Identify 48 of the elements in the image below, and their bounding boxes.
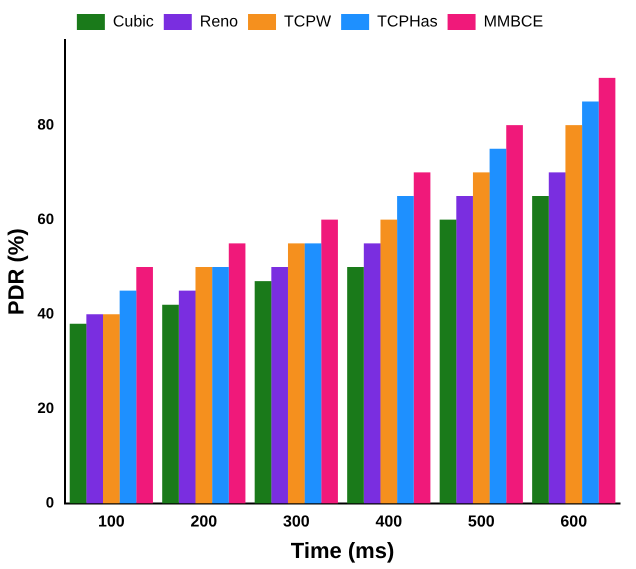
bar — [506, 125, 523, 504]
bar — [565, 125, 582, 504]
bar — [380, 220, 398, 504]
bar — [347, 266, 364, 504]
y-tick-label: 40 — [37, 305, 54, 322]
bar — [532, 196, 549, 504]
bar — [103, 314, 120, 504]
y-tick-label: 60 — [37, 210, 54, 228]
bar — [548, 172, 566, 504]
y-tick-label: 0 — [46, 494, 54, 512]
bar — [136, 266, 153, 504]
bar — [456, 196, 473, 504]
bar — [212, 266, 229, 504]
bar — [364, 243, 380, 504]
bar — [288, 243, 305, 504]
bar — [397, 196, 414, 504]
x-tick-label: 600 — [560, 513, 588, 530]
bar — [321, 220, 338, 504]
bar — [86, 314, 104, 504]
bar — [195, 266, 212, 504]
bar — [440, 220, 456, 504]
legend-label: Cubic — [112, 13, 154, 30]
x-tick-label: 300 — [282, 513, 310, 530]
x-tick-label: 500 — [468, 513, 495, 530]
bar — [472, 172, 490, 504]
legend-label: TCPHas — [377, 13, 438, 30]
bar — [120, 290, 136, 504]
x-tick-label: 400 — [375, 513, 402, 530]
legend-label: Reno — [200, 13, 238, 30]
bar — [178, 290, 196, 504]
legend-label: TCPW — [284, 13, 332, 30]
legend-label: MMBCE — [484, 13, 544, 30]
bar — [271, 266, 288, 504]
bar — [414, 172, 430, 504]
bar — [70, 324, 86, 504]
bar — [162, 304, 179, 504]
bar — [490, 148, 506, 504]
x-axis-title: Time (ms) — [290, 538, 394, 563]
bar — [254, 281, 272, 504]
x-tick-label: 200 — [190, 513, 218, 530]
y-tick-label: 80 — [37, 116, 54, 134]
bar — [228, 243, 246, 504]
y-tick-label: 20 — [37, 400, 54, 417]
bar — [598, 78, 616, 504]
y-axis-title: PDR (%) — [3, 228, 28, 316]
x-tick-label: 100 — [98, 513, 125, 530]
bar — [304, 243, 322, 504]
bar — [582, 101, 599, 504]
